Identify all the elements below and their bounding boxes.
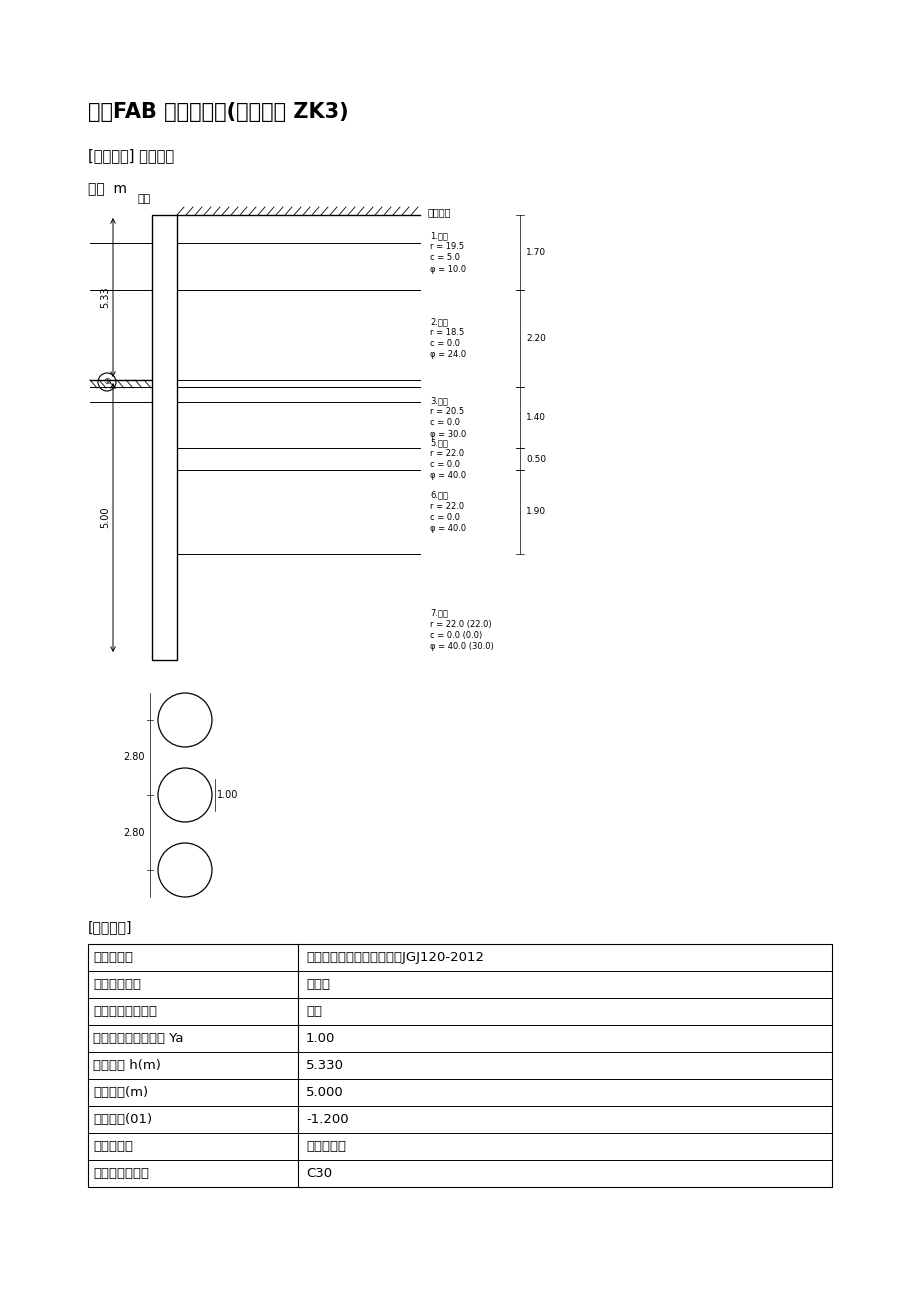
- Text: 工况: 工况: [137, 194, 151, 204]
- Text: 0.50: 0.50: [526, 455, 546, 463]
- Bar: [88, 945, 831, 1187]
- Text: 梄材料类型: 梄材料类型: [93, 1140, 133, 1153]
- Text: 1.00: 1.00: [217, 790, 238, 800]
- Text: 二级: 二级: [306, 1004, 322, 1017]
- Text: 土层参数: 土层参数: [427, 207, 451, 217]
- Text: 7.粉砂
r = 22.0 (22.0)
c = 0.0 (0.0)
φ = 40.0 (30.0): 7.粉砂 r = 22.0 (22.0) c = 0.0 (0.0) φ = 4…: [429, 609, 494, 650]
- Circle shape: [158, 768, 211, 822]
- Text: 2.粉砂
r = 18.5
c = 0.0
φ = 24.0: 2.粉砂 r = 18.5 c = 0.0 φ = 24.0: [429, 317, 466, 359]
- Text: 钉筋混凝土: 钉筋混凝土: [306, 1140, 346, 1153]
- Text: -1.200: -1.200: [306, 1112, 348, 1125]
- Text: C30: C30: [306, 1167, 332, 1180]
- Text: ①: ①: [103, 377, 110, 386]
- Circle shape: [158, 843, 211, 896]
- Text: 5.33: 5.33: [100, 286, 110, 308]
- Text: 支护结构重要性系数 Ya: 支护结构重要性系数 Ya: [93, 1032, 183, 1045]
- Text: 1.90: 1.90: [526, 507, 546, 516]
- Text: 梄顶标高(01): 梄顶标高(01): [93, 1112, 152, 1125]
- Text: 5.000: 5.000: [306, 1086, 344, 1099]
- Text: 增量法: 增量法: [306, 978, 330, 991]
- Text: 1.70: 1.70: [526, 248, 546, 256]
- Text: 2.80: 2.80: [123, 752, 145, 762]
- Text: 支护结构安全等级: 支护结构安全等级: [93, 1004, 157, 1017]
- Text: 《建筑基坑支护技术规程》JGJ120-2012: 《建筑基坑支护技术规程》JGJ120-2012: [306, 951, 483, 964]
- Text: 混凝土强度等级: 混凝土强度等级: [93, 1167, 149, 1180]
- Circle shape: [98, 373, 116, 392]
- Text: 一、FAB 段排梁支护(参考钒孔 ZK3): 一、FAB 段排梁支护(参考钒孔 ZK3): [88, 101, 348, 122]
- Text: 1.40: 1.40: [526, 412, 545, 422]
- Text: 基坑深度 h(m): 基坑深度 h(m): [93, 1059, 161, 1072]
- Circle shape: [158, 693, 211, 747]
- Text: 单位  m: 单位 m: [88, 182, 127, 196]
- Text: 内力计算方法: 内力计算方法: [93, 978, 141, 991]
- Text: 3.粉质
r = 20.5
c = 0.0
φ = 30.0: 3.粉质 r = 20.5 c = 0.0 φ = 30.0: [429, 397, 466, 438]
- Text: 2.80: 2.80: [123, 827, 145, 838]
- Text: 6.粉砂
r = 22.0
c = 0.0
φ = 40.0: 6.粉砂 r = 22.0 c = 0.0 φ = 40.0: [429, 490, 466, 533]
- Text: 2.20: 2.20: [526, 333, 545, 342]
- Text: 5.00: 5.00: [100, 507, 110, 528]
- Text: 1.00: 1.00: [306, 1032, 335, 1045]
- Bar: [152, 215, 176, 660]
- Text: 嵌固深度(m): 嵌固深度(m): [93, 1086, 148, 1099]
- Text: 1.粘土
r = 19.5
c = 5.0
φ = 10.0: 1.粘土 r = 19.5 c = 5.0 φ = 10.0: [429, 232, 466, 273]
- Text: 规范与规程: 规范与规程: [93, 951, 133, 964]
- Text: [基本信息]: [基本信息]: [88, 920, 132, 934]
- Text: [支护方案] 排梂支护: [支护方案] 排梂支护: [88, 148, 174, 163]
- Text: 5.粉砂
r = 22.0
c = 0.0
φ = 40.0: 5.粉砂 r = 22.0 c = 0.0 φ = 40.0: [429, 438, 466, 480]
- Text: 5.330: 5.330: [306, 1059, 344, 1072]
